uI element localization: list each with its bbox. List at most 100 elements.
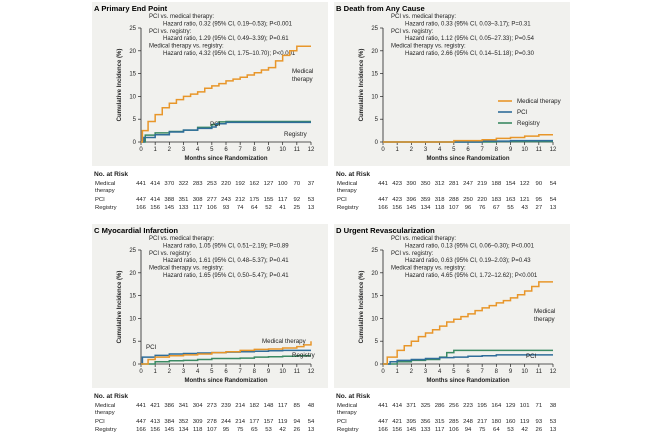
risk-value: 183 xyxy=(491,197,502,203)
x-tick-label: 0 xyxy=(381,147,385,153)
x-tick-label: 5 xyxy=(210,369,214,375)
x-tick-label: 7 xyxy=(238,147,242,153)
y-tick-label: 10 xyxy=(371,316,378,322)
risk-table-title: No. at Risk xyxy=(94,171,128,178)
x-axis-label: Months since Randomization xyxy=(184,156,267,162)
x-tick-label: 11 xyxy=(536,369,543,375)
risk-value: 25 xyxy=(294,205,301,211)
legend-label: PCI xyxy=(517,109,528,116)
hazard-stat-line: Medical therapy vs. registry: xyxy=(149,266,224,272)
hazard-stat-line: Hazard ratio, 0.63 (95% CI, 0.19–2.03); … xyxy=(405,258,531,264)
risk-value: 250 xyxy=(463,197,474,203)
x-axis-label: Months since Randomization xyxy=(426,156,509,162)
risk-row-label: PCI xyxy=(337,419,347,425)
risk-value: 43 xyxy=(521,205,528,211)
risk-value: 13 xyxy=(308,205,315,211)
risk-value: 223 xyxy=(463,403,474,409)
risk-value: 341 xyxy=(179,403,189,409)
risk-value: 71 xyxy=(536,403,543,409)
risk-value: 122 xyxy=(520,181,530,187)
series-label: Registry xyxy=(292,352,316,359)
series-label: Medical xyxy=(534,308,555,315)
panel-letter: B xyxy=(336,4,344,13)
panel-title-text: Urgent Revascularization xyxy=(344,226,436,235)
x-tick-label: 9 xyxy=(267,147,271,153)
risk-value: 315 xyxy=(435,419,446,425)
risk-table-title: No. at Risk xyxy=(336,171,370,178)
risk-value: 93 xyxy=(223,205,230,211)
x-tick-label: 4 xyxy=(438,369,442,375)
y-tick-label: 0 xyxy=(375,140,379,146)
risk-value: 13 xyxy=(550,427,557,433)
risk-value: 157 xyxy=(264,419,274,425)
x-tick-label: 4 xyxy=(438,147,442,153)
risk-value: 447 xyxy=(136,197,146,203)
x-tick-label: 4 xyxy=(196,147,200,153)
x-tick-label: 7 xyxy=(238,369,242,375)
risk-value: 54 xyxy=(308,419,315,425)
x-tick-label: 0 xyxy=(381,369,385,375)
risk-value: 145 xyxy=(406,427,417,433)
risk-value: 134 xyxy=(179,427,190,433)
y-tick-label: 20 xyxy=(129,49,136,55)
legend: Medical therapy PCI Registry xyxy=(498,98,562,127)
risk-value: 64 xyxy=(493,427,500,433)
x-tick-label: 0 xyxy=(139,147,143,153)
panel-title-text: Death from Any Cause xyxy=(344,4,425,13)
x-tick-label: 12 xyxy=(550,147,557,153)
x-tick-label: 9 xyxy=(509,147,513,153)
risk-value: 220 xyxy=(221,181,232,187)
hazard-stat-line: Hazard ratio, 0.13 (95% CI, 0.06–0.30); … xyxy=(405,243,535,249)
y-tick-label: 15 xyxy=(129,72,136,78)
legend-label: Registry xyxy=(517,120,541,127)
risk-value: 182 xyxy=(249,403,259,409)
panel-bg-3 xyxy=(334,224,570,388)
risk-value: 423 xyxy=(392,181,403,187)
risk-value: 38 xyxy=(550,403,557,409)
risk-value: 423 xyxy=(392,197,403,203)
risk-value: 192 xyxy=(235,181,245,187)
risk-value: 239 xyxy=(221,403,231,409)
risk-value: 133 xyxy=(421,427,432,433)
risk-value: 214 xyxy=(235,419,246,425)
risk-value: 356 xyxy=(421,419,432,425)
risk-value: 145 xyxy=(406,205,417,211)
risk-row-label: Registry xyxy=(337,205,359,211)
x-tick-label: 3 xyxy=(182,147,186,153)
risk-value: 55 xyxy=(507,205,514,211)
panel-bg-2 xyxy=(92,224,328,388)
risk-value: 133 xyxy=(179,205,190,211)
risk-value: 352 xyxy=(179,419,189,425)
risk-value: 42 xyxy=(279,427,286,433)
x-tick-label: 6 xyxy=(224,147,228,153)
y-axis-label: Cumulative Incidence (%) xyxy=(359,49,365,122)
risk-value: 117 xyxy=(278,197,287,203)
y-axis-label: Cumulative Incidence (%) xyxy=(359,271,365,344)
risk-table-title: No. at Risk xyxy=(336,393,370,400)
risk-value: 281 xyxy=(449,181,459,187)
series-line-registry xyxy=(383,349,553,365)
risk-value: 101 xyxy=(520,403,530,409)
risk-value: 273 xyxy=(207,403,218,409)
risk-value: 421 xyxy=(392,419,402,425)
risk-value: 351 xyxy=(179,197,189,203)
risk-value: 322 xyxy=(179,181,189,187)
risk-value: 219 xyxy=(477,181,487,187)
risk-value: 447 xyxy=(378,197,388,203)
risk-value: 106 xyxy=(449,427,460,433)
risk-value: 52 xyxy=(265,205,272,211)
x-tick-label: 7 xyxy=(480,147,484,153)
risk-row-label: Medical xyxy=(337,181,357,187)
hazard-stat-line: Hazard ratio, 1.61 (95% CI, 0.48–5.37); … xyxy=(163,258,289,264)
hazard-stat-line: PCI vs. registry: xyxy=(149,29,192,35)
x-tick-label: 6 xyxy=(466,147,470,153)
series-label: Registry xyxy=(284,131,308,138)
x-tick-label: 1 xyxy=(153,369,157,375)
risk-value: 312 xyxy=(435,181,445,187)
y-tick-label: 20 xyxy=(129,271,136,277)
risk-value: 154 xyxy=(506,181,517,187)
risk-row-label: therapy xyxy=(337,410,357,416)
risk-value: 256 xyxy=(449,403,460,409)
risk-value: 119 xyxy=(520,419,529,425)
y-tick-label: 15 xyxy=(129,294,136,300)
